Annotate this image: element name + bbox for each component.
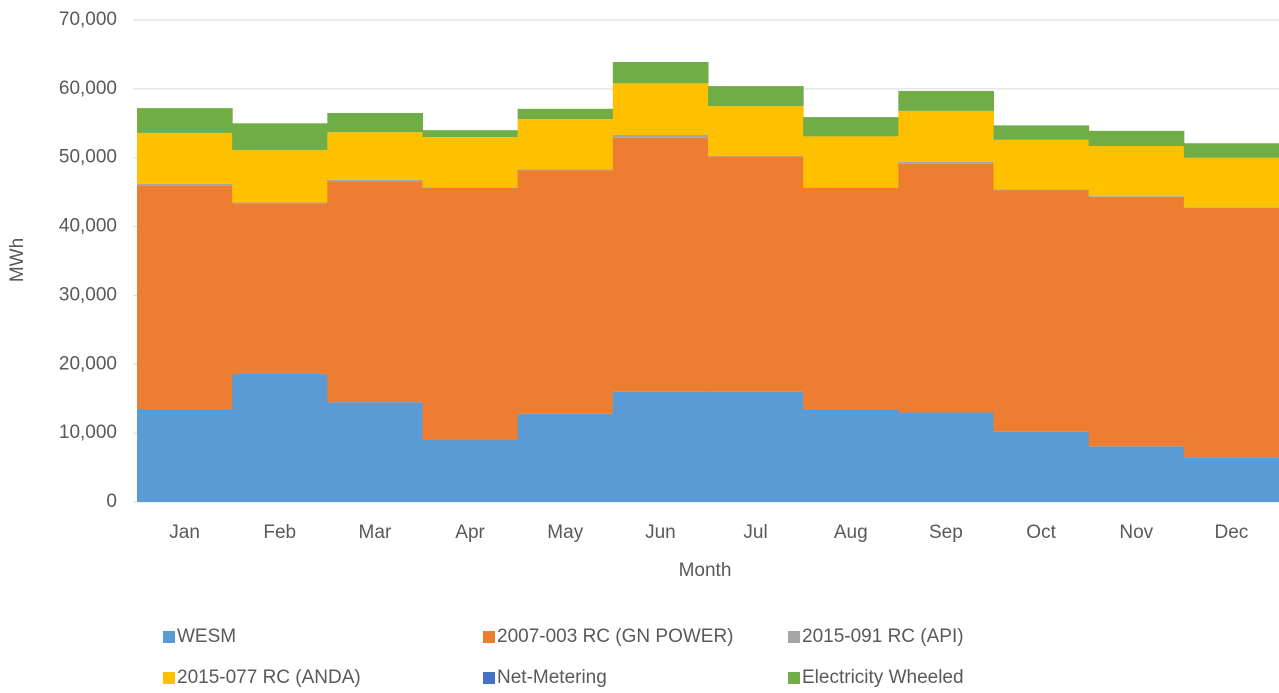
area-segment xyxy=(1088,196,1185,197)
area-segment xyxy=(898,163,994,413)
layer: 0 10,000 20,000 30,000 40,000 50,000 60,000 70,… xyxy=(59,9,1248,688)
area-segment xyxy=(1183,207,1279,458)
area-segment xyxy=(517,119,614,170)
legend-swatch xyxy=(483,672,495,684)
y-tick-label: 40,000 xyxy=(59,216,117,237)
area-segment xyxy=(422,188,519,441)
area-segment xyxy=(422,440,519,502)
legend-swatch xyxy=(788,672,800,684)
area-segment xyxy=(422,137,519,188)
area-segment xyxy=(612,83,709,135)
area-segment xyxy=(327,112,423,133)
area-segment xyxy=(612,391,709,502)
area-segment xyxy=(517,170,614,414)
area-segment xyxy=(612,137,709,392)
y-tick-label: 60,000 xyxy=(59,78,117,99)
area-segment xyxy=(993,190,1090,432)
x-tick-label: Feb xyxy=(263,522,296,543)
area-segment xyxy=(1088,446,1185,502)
x-tick-label: May xyxy=(547,522,583,543)
area-segment xyxy=(708,156,804,392)
area-segment xyxy=(803,188,899,410)
legend-swatch xyxy=(788,631,800,643)
y-axis-label: MWh xyxy=(7,238,28,282)
y-tick-label: 50,000 xyxy=(59,147,117,168)
legend-swatch xyxy=(483,631,495,643)
legend-swatch xyxy=(163,631,175,643)
legend-swatch xyxy=(163,672,175,684)
x-tick-label: Oct xyxy=(1026,522,1056,543)
area-segment xyxy=(708,155,804,157)
area-segment xyxy=(612,62,709,84)
area-segment xyxy=(232,203,328,374)
area-segment xyxy=(232,150,328,203)
area-segment xyxy=(517,413,614,502)
y-tick-label: 70,000 xyxy=(59,9,117,30)
area-segment xyxy=(993,189,1090,191)
area-segment xyxy=(803,409,899,502)
area-segment xyxy=(327,179,423,182)
area-segment xyxy=(137,185,233,410)
legend-label: WESM xyxy=(177,626,236,647)
area-segment xyxy=(993,125,1090,140)
area-segment xyxy=(422,130,519,138)
x-tick-label: Dec xyxy=(1215,522,1249,543)
x-tick-label: Jun xyxy=(645,522,676,543)
area-segment xyxy=(1183,157,1279,208)
area-segment xyxy=(137,108,233,133)
area-segment xyxy=(1183,457,1279,502)
area-segment xyxy=(993,139,1090,190)
legend-label: 2007-003 RC (GN POWER) xyxy=(497,626,734,647)
area-segment xyxy=(137,183,233,186)
area-segment xyxy=(137,132,233,184)
area-segment xyxy=(232,373,328,502)
area-segment xyxy=(327,402,423,502)
x-tick-label: Mar xyxy=(359,522,392,543)
area-segment xyxy=(1183,143,1279,158)
area-segment xyxy=(137,409,233,502)
legend-label: Electricity Wheeled xyxy=(802,667,964,688)
area-segment xyxy=(803,117,899,137)
area-segment xyxy=(612,134,709,138)
area-segment xyxy=(232,202,328,204)
area-segment xyxy=(232,123,328,151)
legend-label: 2015-091 RC (API) xyxy=(802,626,964,647)
area-segment xyxy=(327,181,423,403)
area-segment xyxy=(708,106,804,156)
area-segment xyxy=(898,90,994,111)
x-axis-label: Month xyxy=(679,560,732,581)
legend-label: 2015-077 RC (ANDA) xyxy=(177,667,361,688)
area-segment xyxy=(1088,196,1185,447)
y-tick-label: 0 xyxy=(106,491,117,512)
area-segment xyxy=(898,412,994,502)
area-segment xyxy=(803,187,899,189)
area-segment xyxy=(1088,146,1185,197)
area-segment xyxy=(898,161,994,164)
x-tick-label: Aug xyxy=(834,522,868,543)
area-segment xyxy=(993,431,1090,502)
area-segment xyxy=(1183,207,1279,208)
y-tick-label: 20,000 xyxy=(59,353,117,374)
x-tick-label: Sep xyxy=(929,522,963,543)
legend-label: Net-Metering xyxy=(497,667,607,688)
area-segment xyxy=(517,108,614,120)
x-tick-label: Apr xyxy=(455,522,485,543)
area-segment xyxy=(1088,130,1185,147)
x-tick-label: Jul xyxy=(743,522,767,543)
layer xyxy=(137,62,1279,502)
area-segment xyxy=(708,86,804,107)
area-segment xyxy=(708,391,804,502)
x-tick-label: Nov xyxy=(1119,522,1153,543)
area-segment xyxy=(517,169,614,171)
y-tick-label: 30,000 xyxy=(59,284,117,305)
y-tick-label: 10,000 xyxy=(59,422,117,443)
area-segment xyxy=(898,110,994,162)
x-tick-label: Jan xyxy=(169,522,200,543)
area-segment xyxy=(803,136,899,188)
area-segment xyxy=(422,187,519,189)
area-segment xyxy=(327,132,423,180)
